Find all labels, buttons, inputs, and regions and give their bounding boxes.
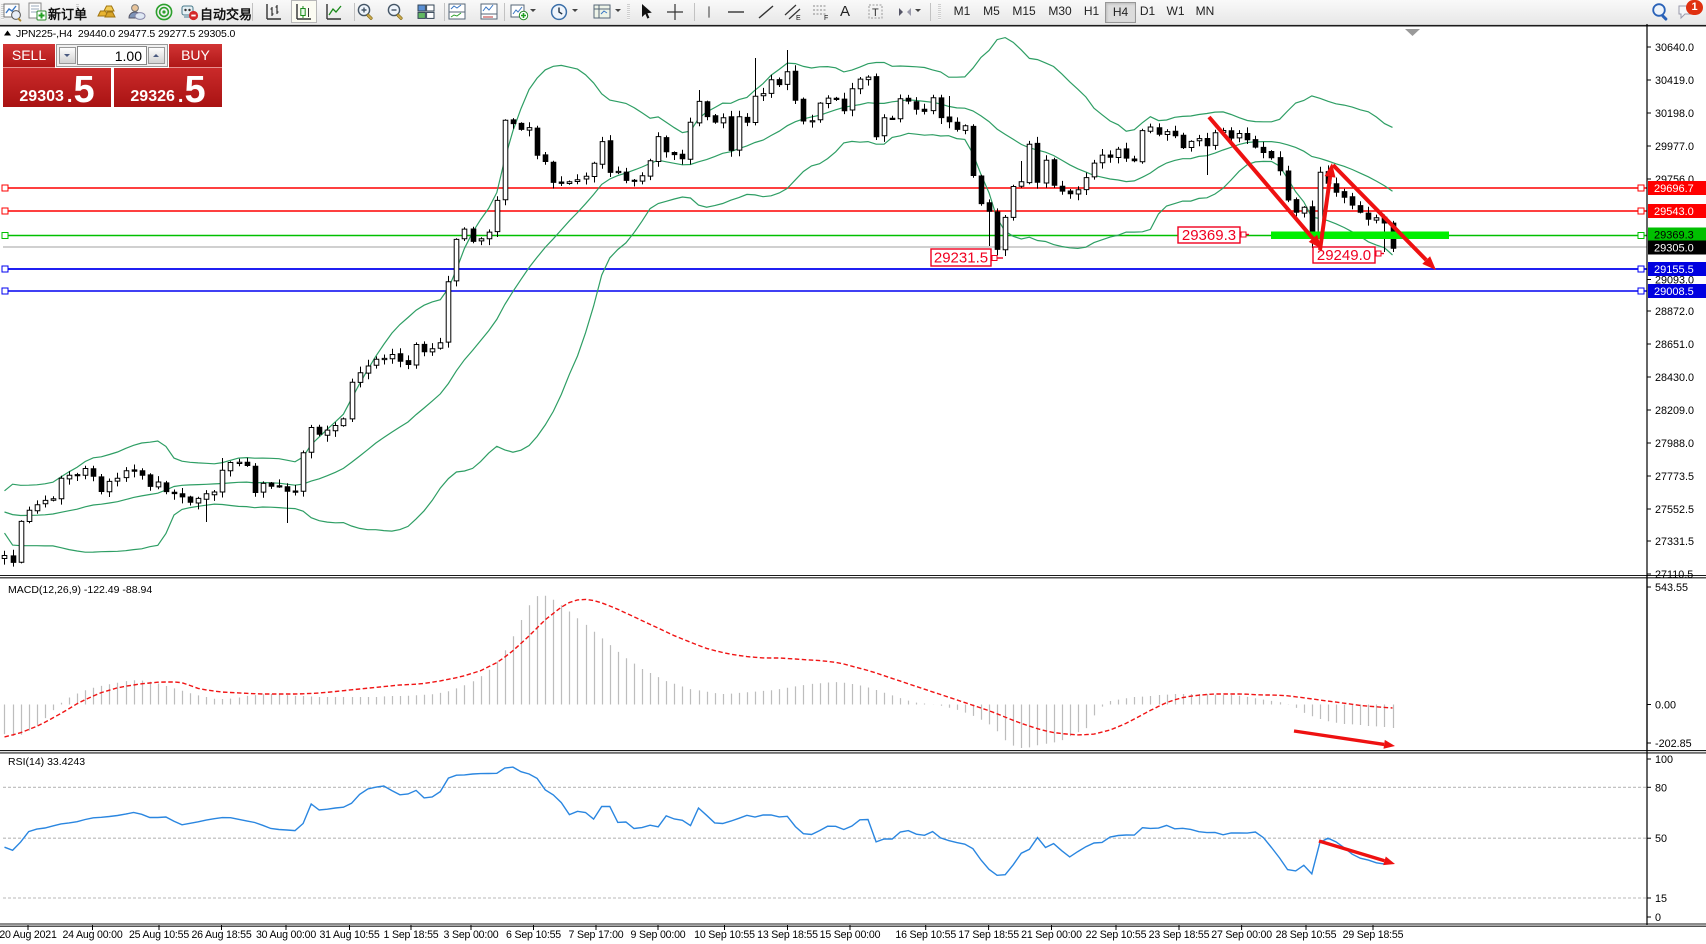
svg-text:27552.5: 27552.5 (1655, 504, 1694, 516)
svg-text:27773.5: 27773.5 (1655, 471, 1694, 483)
svg-text:31 Aug 10:55: 31 Aug 10:55 (319, 929, 379, 941)
svg-text:28872.0: 28872.0 (1655, 306, 1694, 318)
svg-text:29305.0: 29305.0 (1654, 243, 1694, 255)
svg-text:27331.5: 27331.5 (1655, 536, 1694, 548)
svg-text:25 Aug 10:55: 25 Aug 10:55 (129, 929, 189, 941)
svg-text:RSI(14) 33.4243: RSI(14) 33.4243 (8, 756, 85, 768)
svg-text:29977.0: 29977.0 (1655, 141, 1694, 153)
svg-text:3 Sep 00:00: 3 Sep 00:00 (444, 929, 499, 941)
svg-text:28 Sep 10:55: 28 Sep 10:55 (1276, 929, 1337, 941)
svg-text:20 Aug 2021: 20 Aug 2021 (0, 929, 57, 941)
svg-text:0.00: 0.00 (1655, 700, 1676, 712)
svg-text:T: T (872, 7, 879, 19)
svg-text:26 Aug 18:55: 26 Aug 18:55 (191, 929, 251, 941)
svg-text:29 Sep 18:55: 29 Sep 18:55 (1343, 929, 1404, 941)
svg-text:1 Sep 18:55: 1 Sep 18:55 (384, 929, 439, 941)
svg-text:29369.3: 29369.3 (1182, 227, 1236, 244)
svg-text:29008.5: 29008.5 (1654, 286, 1694, 298)
svg-text:MACD(12,26,9) -122.49 -88.94: MACD(12,26,9) -122.49 -88.94 (8, 584, 152, 596)
svg-text:80: 80 (1655, 782, 1667, 794)
svg-text:15 Sep 00:00: 15 Sep 00:00 (820, 929, 881, 941)
svg-text:6 Sep 10:55: 6 Sep 10:55 (506, 929, 561, 941)
svg-text:29543.0: 29543.0 (1654, 206, 1694, 218)
svg-text:30640.0: 30640.0 (1655, 42, 1694, 54)
svg-text:0: 0 (1655, 912, 1661, 924)
svg-text:22 Sep 10:55: 22 Sep 10:55 (1086, 929, 1147, 941)
svg-text:28209.0: 28209.0 (1655, 405, 1694, 417)
svg-text:28651.0: 28651.0 (1655, 339, 1694, 351)
svg-text:543.55: 543.55 (1655, 582, 1688, 594)
svg-text:17 Sep 18:55: 17 Sep 18:55 (958, 929, 1019, 941)
svg-text:30 Aug 00:00: 30 Aug 00:00 (256, 929, 316, 941)
svg-text:29155.5: 29155.5 (1654, 264, 1694, 276)
svg-text:7 Sep 17:00: 7 Sep 17:00 (569, 929, 624, 941)
svg-text:10 Sep 10:55: 10 Sep 10:55 (694, 929, 755, 941)
svg-text:23 Sep 18:55: 23 Sep 18:55 (1149, 929, 1210, 941)
svg-text:E: E (796, 15, 801, 22)
svg-text:16 Sep 10:55: 16 Sep 10:55 (895, 929, 956, 941)
svg-text:30198.0: 30198.0 (1655, 108, 1694, 120)
svg-text:F: F (824, 15, 828, 22)
svg-text:29231.5: 29231.5 (934, 250, 988, 267)
svg-text:50: 50 (1655, 833, 1667, 845)
svg-text:21 Sep 00:00: 21 Sep 00:00 (1021, 929, 1082, 941)
svg-text:29249.0: 29249.0 (1317, 247, 1371, 264)
svg-text:27110.5: 27110.5 (1655, 569, 1693, 581)
svg-text:27 Sep 00:00: 27 Sep 00:00 (1211, 929, 1272, 941)
svg-text:28430.0: 28430.0 (1655, 372, 1694, 384)
svg-text:24 Aug 00:00: 24 Aug 00:00 (62, 929, 122, 941)
svg-text:29093.0: 29093.0 (1655, 275, 1694, 287)
svg-text:13 Sep 18:55: 13 Sep 18:55 (757, 929, 818, 941)
svg-text:29369.3: 29369.3 (1654, 230, 1694, 242)
svg-text:29696.7: 29696.7 (1654, 183, 1694, 195)
svg-text:100: 100 (1655, 754, 1673, 766)
svg-text:JPN225-,H4 29440.0 29477.5 29: JPN225-,H4 29440.0 29477.5 29277.5 29305… (16, 28, 236, 40)
svg-text:-202.85: -202.85 (1655, 738, 1692, 750)
svg-text:15: 15 (1655, 893, 1667, 905)
svg-text:9 Sep 00:00: 9 Sep 00:00 (631, 929, 686, 941)
svg-text:27988.0: 27988.0 (1655, 438, 1694, 450)
svg-text:30419.0: 30419.0 (1655, 75, 1694, 87)
